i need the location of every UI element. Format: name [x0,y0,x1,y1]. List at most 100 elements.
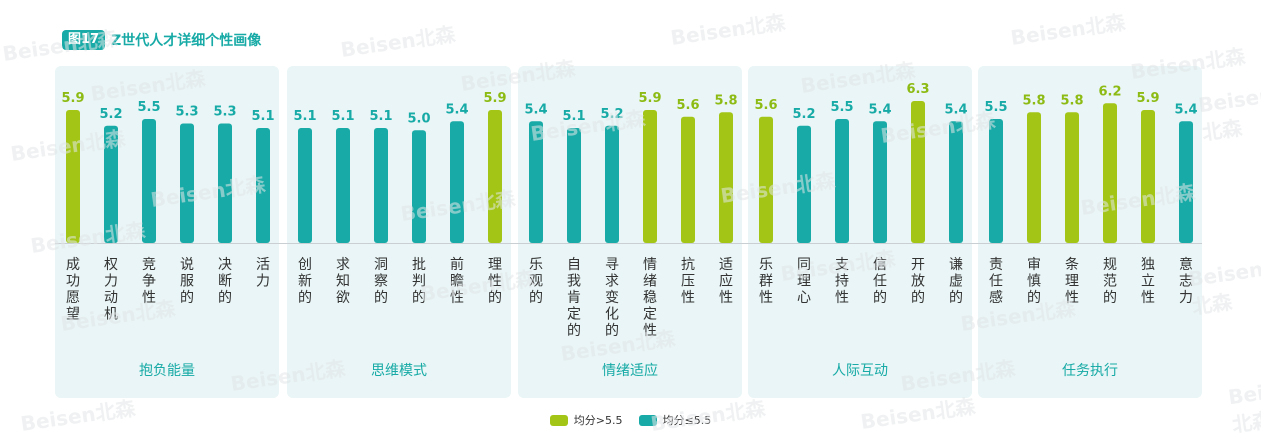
group-background [55,66,279,398]
category-label: 前瞻性 [450,256,464,306]
category-label: 情绪稳定性 [643,257,657,339]
bar-乐观的 [529,121,543,243]
category-label: 批判的 [412,257,426,306]
bar-创新的 [298,128,312,243]
data-label: 5.9 [1136,91,1159,106]
figure-title-row: 图17 Z世代人才详细个性画像 [62,28,261,52]
legend-label-high: 均分>5.5 [573,414,623,427]
data-label: 5.5 [984,100,1007,115]
category-label: 洞察的 [374,257,388,306]
data-label: 5.4 [868,102,891,117]
category-label: 谦虚的 [949,257,963,306]
category-label: 成功愿望 [66,257,80,323]
category-label: 审慎的 [1027,257,1041,306]
category-label: 活力 [256,257,270,290]
bar-批判的 [412,130,426,243]
category-label: 乐群性 [759,257,773,306]
data-label: 5.3 [213,105,236,120]
category-label: 同理心 [797,257,811,306]
legend-item-low: 均分≤5.5 [638,412,712,428]
data-label: 6.2 [1098,84,1121,99]
category-label: 抗压性 [681,257,695,306]
figure-title: Z世代人才详细个性画像 [111,33,262,49]
group-background [978,66,1202,398]
bar-权力动机 [104,125,118,243]
data-label: 5.4 [524,102,547,117]
category-label: 规范的 [1103,257,1117,306]
category-label: 适应性 [719,257,733,306]
data-label: 5.9 [638,91,661,106]
category-label: 创新的 [298,257,312,306]
category-label: 说服的 [180,257,194,306]
data-label: 5.1 [331,109,354,124]
data-label: 5.4 [944,102,967,117]
bar-同理心 [797,125,811,243]
data-label: 5.6 [754,98,777,113]
category-label: 开放的 [911,257,925,306]
data-label: 5.2 [792,107,815,122]
group-label: 抱负能量 [139,363,195,379]
bar-信任的 [873,121,887,243]
bar-自我肯定的 [567,128,581,243]
bar-适应性 [719,112,733,244]
category-label: 条理性 [1065,256,1079,306]
bar-审慎的 [1027,112,1041,244]
bar-chart: 5.9 成功愿望 5.2 权力动机 5.5 竞争性 5.3 说服的 5.3 决断的 5.1 活力抱负能… [55,82,1202,379]
category-label: 支持性 [835,257,849,306]
bar-支持性 [835,119,849,243]
bar-求知欲 [336,128,350,243]
bar-条理性 [1065,112,1079,244]
bar-抗压性 [681,116,695,243]
data-label: 6.3 [906,82,929,97]
data-label: 5.4 [445,102,468,117]
bar-前瞻性 [450,121,464,243]
bar-成功愿望 [66,110,80,244]
category-label: 求知欲 [336,257,350,306]
data-label: 5.2 [600,107,623,122]
bar-洞察的 [374,128,388,243]
bar-开放的 [911,101,925,243]
group-label: 思维模式 [371,363,427,379]
group-background [518,66,742,398]
legend: 均分>5.5 均分≤5.5 [0,412,1261,428]
category-label: 乐观的 [529,257,543,306]
legend-label-low: 均分≤5.5 [662,414,712,427]
legend-swatch-low [638,414,657,426]
category-label: 意志力 [1179,256,1193,306]
category-label: 决断的 [218,257,232,306]
group-background [748,66,972,398]
bar-说服的 [180,123,194,243]
bar-谦虚的 [949,121,963,243]
data-label: 5.8 [1022,93,1045,108]
data-label: 5.0 [407,111,430,126]
data-label: 5.2 [99,107,122,122]
data-label: 5.8 [714,93,737,108]
group-label: 人际互动 [832,363,888,379]
group-label: 任务执行 [1062,363,1118,379]
data-label: 5.6 [676,98,699,113]
data-label: 5.3 [175,105,198,120]
bar-独立性 [1141,110,1155,244]
data-label: 5.9 [61,91,84,106]
bar-理性的 [488,110,502,244]
bar-规范的 [1103,103,1117,243]
data-label: 5.8 [1060,93,1083,108]
legend-item-high: 均分>5.5 [549,412,623,428]
category-label: 寻求变化的 [605,257,619,339]
bar-情绪稳定性 [643,110,657,244]
bar-意志力 [1179,121,1193,243]
data-label: 5.1 [293,109,316,124]
bar-活力 [256,128,270,243]
data-label: 5.5 [137,100,160,115]
bar-责任感 [989,119,1003,243]
group-label: 情绪适应 [602,362,658,379]
category-label: 责任感 [989,257,1003,306]
legend-swatch-high [549,414,568,426]
group-background [287,66,511,398]
bar-乐群性 [759,116,773,243]
category-label: 竞争性 [142,256,156,306]
data-label: 5.4 [1174,102,1197,117]
data-label: 5.1 [369,109,392,124]
figure-badge: 图17 [62,30,106,50]
category-label: 独立性 [1141,257,1155,306]
